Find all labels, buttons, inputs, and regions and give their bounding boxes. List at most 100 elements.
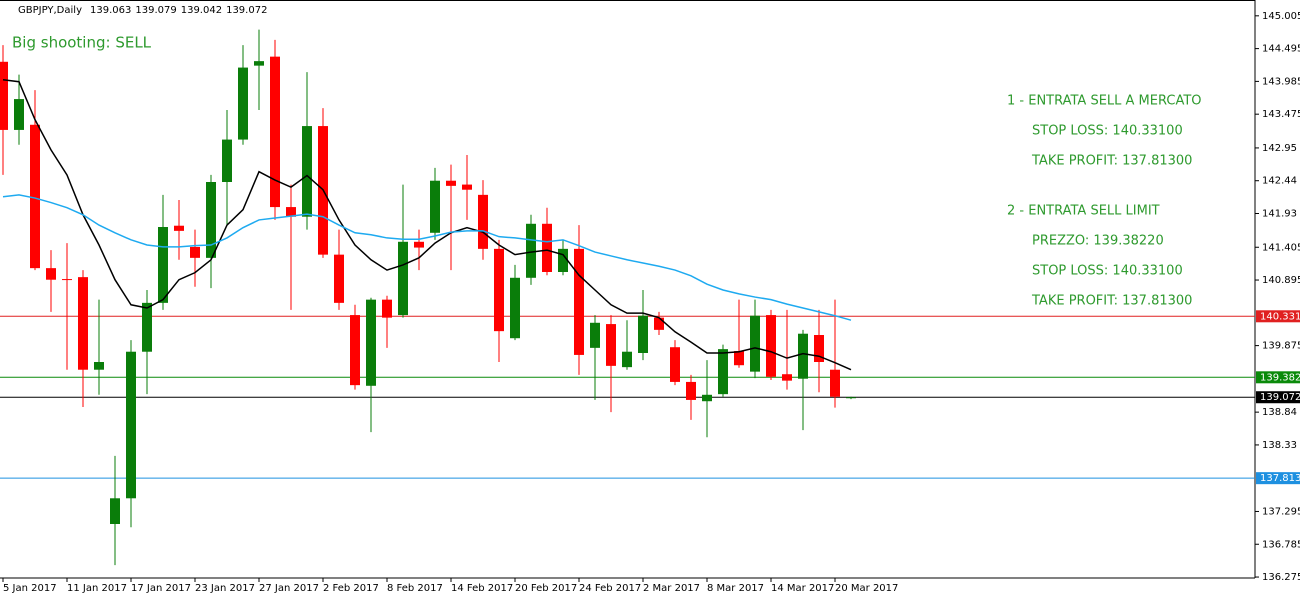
header-open: 139.063	[90, 5, 131, 16]
candle-body	[446, 180, 456, 186]
candle-body	[142, 302, 152, 352]
x-tick-label: 14 Mar 2017	[771, 583, 834, 594]
price-label-box	[1256, 391, 1300, 404]
y-tick-label: 142.95	[1262, 143, 1297, 154]
candle-body	[254, 61, 264, 66]
y-tick-label: 140.895	[1262, 275, 1300, 286]
candle-body	[558, 248, 568, 272]
candle-body	[398, 241, 408, 316]
candle-body	[814, 335, 824, 362]
x-tick-label: 5 Jan 2017	[3, 583, 57, 594]
x-tick-label: 27 Jan 2017	[259, 583, 319, 594]
price-label-box	[1256, 472, 1300, 485]
candle-body	[734, 351, 744, 366]
candle-body	[782, 374, 792, 381]
y-tick-label: 141.405	[1262, 242, 1300, 253]
candle-body	[430, 180, 440, 233]
candle-body	[846, 397, 856, 399]
candle-body	[654, 317, 664, 330]
candle-body	[590, 322, 600, 348]
annotation: PREZZO: 139.38220	[1032, 234, 1164, 249]
candle-body	[222, 139, 232, 182]
candle-body	[350, 315, 360, 386]
price-label: 139.382	[1260, 372, 1300, 383]
candle-body	[494, 248, 504, 332]
candle-body	[334, 254, 344, 303]
x-tick-label: 2 Mar 2017	[643, 583, 700, 594]
moving-average	[2, 194, 852, 321]
candle-body	[302, 126, 312, 217]
x-tick-label: 8 Mar 2017	[707, 583, 764, 594]
header-high: 139.079	[135, 5, 176, 16]
y-tick-label: 136.275	[1262, 572, 1300, 583]
candle-body	[414, 241, 424, 248]
x-tick-label: 14 Feb 2017	[451, 583, 513, 594]
y-tick-label: 144.495	[1262, 44, 1300, 55]
candle-body	[94, 362, 104, 370]
candle-body	[270, 56, 280, 208]
moving-average	[2, 79, 852, 371]
x-tick-label: 24 Feb 2017	[579, 583, 641, 594]
candle-body	[542, 223, 552, 272]
candle-body	[638, 315, 648, 353]
candle-body	[574, 248, 584, 355]
header-close: 139.072	[226, 5, 267, 16]
annotation: TAKE PROFIT: 137.81300	[1031, 294, 1192, 309]
candle-body	[718, 349, 728, 395]
y-tick-label: 138.84	[1262, 407, 1297, 418]
x-tick-label: 20 Feb 2017	[515, 583, 577, 594]
price-label: 137.813	[1260, 473, 1300, 484]
candle-body	[462, 184, 472, 190]
candle-body	[238, 67, 248, 140]
price-label: 140.331	[1260, 311, 1300, 322]
y-tick-label: 137.295	[1262, 506, 1300, 517]
candle-body	[686, 381, 696, 400]
candle-body	[286, 207, 296, 217]
annotation: TAKE PROFIT: 137.81300	[1031, 154, 1192, 169]
candle-body	[798, 333, 808, 379]
x-tick-label: 11 Jan 2017	[67, 583, 127, 594]
header-low: 139.042	[181, 5, 222, 16]
candle-body	[830, 369, 840, 397]
candle-body	[158, 227, 168, 303]
price-label: 139.072	[1260, 392, 1300, 403]
candle-body	[526, 223, 536, 278]
candle-body	[478, 194, 488, 249]
candle-body	[702, 394, 712, 402]
candle-body	[670, 347, 680, 382]
candle-body	[62, 279, 72, 281]
candle-body	[190, 246, 200, 258]
y-tick-label: 143.475	[1262, 109, 1300, 120]
candle-body	[606, 324, 616, 366]
y-tick-label: 143.985	[1262, 76, 1300, 87]
candle-body	[382, 299, 392, 318]
x-tick-label: 2 Feb 2017	[323, 583, 379, 594]
y-tick-label: 142.44	[1262, 176, 1297, 187]
candle-body	[510, 277, 520, 339]
x-tick-label: 8 Feb 2017	[387, 583, 443, 594]
candle-body	[0, 61, 8, 130]
y-tick-label: 136.785	[1262, 539, 1300, 550]
y-tick-label: 141.93	[1262, 209, 1297, 220]
x-tick-label: 17 Jan 2017	[131, 583, 191, 594]
x-tick-label: 23 Jan 2017	[195, 583, 255, 594]
candle-body	[206, 182, 216, 258]
candle-body	[30, 124, 40, 269]
annotation: 1 - ENTRATA SELL A MERCATO	[1007, 94, 1202, 109]
annotation: STOP LOSS: 140.33100	[1032, 124, 1183, 139]
candle-body	[750, 315, 760, 372]
candle-body	[14, 99, 24, 130]
candle-body	[126, 351, 136, 499]
candle-body	[766, 315, 776, 377]
candle-body	[622, 351, 632, 368]
symbol: GBPJPY,Daily	[18, 5, 82, 16]
candle-body	[46, 268, 56, 280]
annotation: STOP LOSS: 140.33100	[1032, 264, 1183, 279]
candle-body	[366, 299, 376, 386]
y-tick-label: 145.005	[1262, 11, 1300, 22]
price-label-box	[1256, 310, 1300, 323]
y-tick-label: 139.875	[1262, 341, 1300, 352]
